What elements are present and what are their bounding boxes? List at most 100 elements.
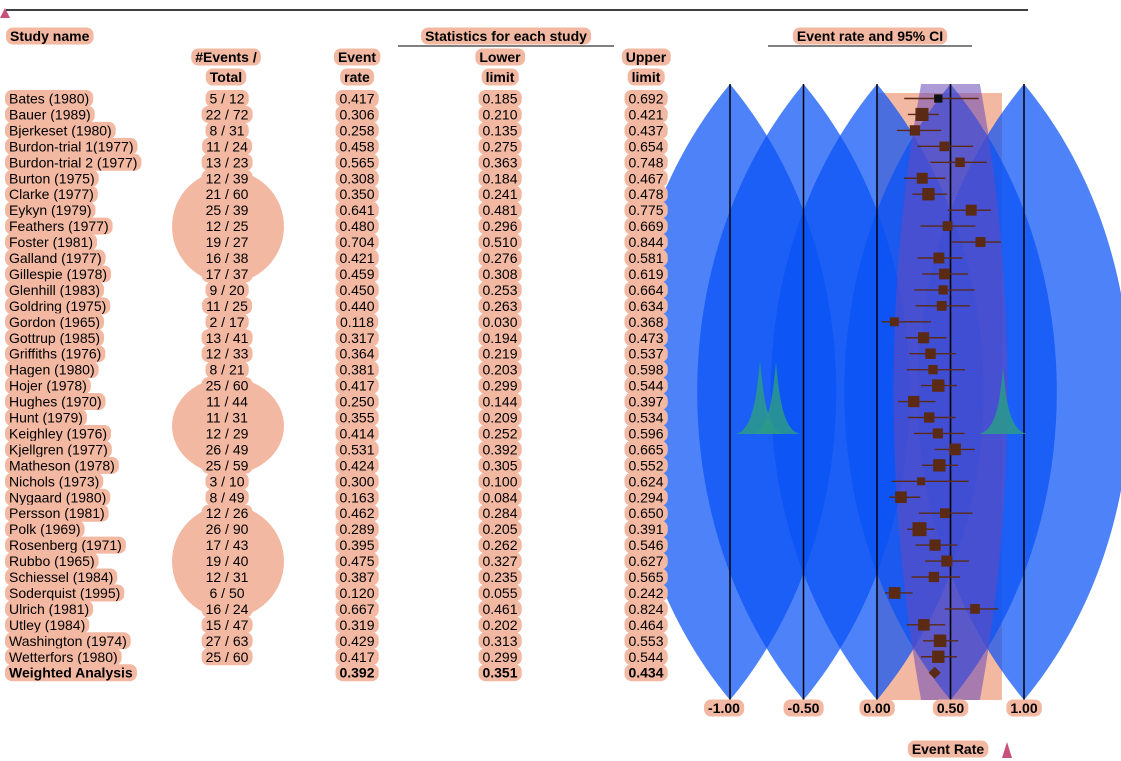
study-name-highlight xyxy=(5,313,105,331)
study-upper-limit: 0.534 xyxy=(628,410,663,426)
header-events-line1: #Events / xyxy=(195,49,257,65)
x-tick-label: 0.00 xyxy=(863,700,890,716)
study-events-highlight xyxy=(201,169,253,187)
study-upper-limit-highlight xyxy=(624,504,668,522)
header-statistics-group-highlight xyxy=(421,27,592,45)
study-event-rate: 0.414 xyxy=(339,425,374,441)
study-events: 13 / 23 xyxy=(206,154,249,170)
study-upper-limit: 0.664 xyxy=(628,282,663,298)
study-lower-limit: 0.205 xyxy=(482,521,517,537)
study-event-rate: 0.417 xyxy=(339,91,374,107)
study-events-highlight xyxy=(202,297,253,315)
study-events-highlight xyxy=(201,600,253,618)
study-name-highlight xyxy=(5,185,98,203)
study-lower-limit: 0.275 xyxy=(482,138,517,154)
study-lower-limit: 0.202 xyxy=(482,617,517,633)
study-events-highlight xyxy=(201,329,253,347)
summary-name: Weighted Analysis xyxy=(9,665,133,681)
effect-square xyxy=(916,172,928,184)
study-upper-limit-highlight xyxy=(624,345,668,363)
study-lower-limit-highlight xyxy=(478,377,522,395)
study-name: Utley (1984) xyxy=(9,617,85,633)
x-tick-label-highlight xyxy=(1006,699,1042,717)
study-upper-limit: 0.624 xyxy=(628,473,663,489)
study-events-highlight xyxy=(201,233,253,251)
study-events: 8 / 31 xyxy=(209,122,244,138)
study-event-rate-highlight xyxy=(335,488,379,506)
study-name: Bauer (1989) xyxy=(9,106,91,122)
study-event-rate-highlight xyxy=(335,568,379,586)
study-lower-limit-highlight xyxy=(478,424,522,442)
study-event-rate: 0.300 xyxy=(339,473,374,489)
study-upper-limit: 0.565 xyxy=(628,569,663,585)
study-lower-limit-highlight xyxy=(478,281,522,299)
study-events-highlight xyxy=(201,185,253,203)
study-event-rate: 0.381 xyxy=(339,362,374,378)
study-events: 17 / 37 xyxy=(206,266,249,282)
study-event-rate: 0.565 xyxy=(339,154,374,170)
study-lower-limit: 0.241 xyxy=(482,186,517,202)
header-events-line2-highlight xyxy=(205,68,247,86)
study-lower-limit-highlight xyxy=(478,409,522,426)
study-events: 16 / 38 xyxy=(206,250,249,266)
x-tick-label-highlight xyxy=(932,699,969,717)
study-lower-limit: 0.284 xyxy=(482,505,517,521)
study-events: 16 / 24 xyxy=(206,601,249,617)
header-rate-line2-highlight xyxy=(340,68,375,86)
effect-square xyxy=(955,157,965,168)
study-name: Hughes (1970) xyxy=(9,394,102,410)
study-lower-limit-highlight xyxy=(478,153,522,171)
study-upper-limit-highlight xyxy=(624,265,668,283)
study-event-rate-highlight xyxy=(335,361,379,379)
study-name: Burton (1975) xyxy=(9,170,95,186)
study-name: Soderquist (1995) xyxy=(9,585,120,601)
header-events-line2: Total xyxy=(210,69,242,85)
study-upper-limit: 0.650 xyxy=(628,505,663,521)
x-axis: -1.00 -0.50 0.00 0.50 1.00 Event Rate xyxy=(704,699,1042,758)
summary-lower-limit: 0.351 xyxy=(482,665,517,681)
study-upper-limit: 0.368 xyxy=(628,314,663,330)
study-lower-limit-highlight xyxy=(478,90,522,107)
study-event-rate: 0.355 xyxy=(339,410,374,426)
study-events: 15 / 47 xyxy=(206,617,249,633)
study-upper-limit: 0.627 xyxy=(628,553,663,569)
study-events: 25 / 60 xyxy=(206,649,249,665)
study-lower-limit-highlight xyxy=(478,185,522,203)
study-upper-limit-highlight xyxy=(624,648,668,666)
study-upper-limit: 0.467 xyxy=(628,170,663,186)
study-events: 17 / 43 xyxy=(206,537,249,553)
study-events-highlight xyxy=(205,121,249,139)
study-name-highlight xyxy=(5,345,106,363)
study-name: Gillespie (1978) xyxy=(9,266,107,282)
study-event-rate-highlight xyxy=(335,440,379,458)
study-event-rate-highlight xyxy=(335,137,379,155)
study-event-rate: 0.531 xyxy=(339,441,374,457)
effect-square xyxy=(975,237,986,248)
effect-square xyxy=(929,539,941,551)
effect-square xyxy=(925,348,936,359)
study-name-highlight xyxy=(5,233,98,251)
study-name-highlight xyxy=(5,552,99,570)
study-upper-limit: 0.537 xyxy=(628,346,663,362)
header-ci-group: Event rate and 95% CI xyxy=(797,28,943,44)
study-name: Galland (1977) xyxy=(9,250,102,266)
study-upper-limit: 0.544 xyxy=(628,649,663,665)
study-events: 22 / 72 xyxy=(206,106,249,122)
study-upper-limit: 0.421 xyxy=(628,106,663,122)
study-event-rate: 0.395 xyxy=(339,537,374,553)
study-upper-limit-highlight xyxy=(624,536,668,554)
study-events-highlight xyxy=(201,105,253,123)
study-lower-limit-highlight xyxy=(478,456,522,474)
study-lower-limit-highlight xyxy=(478,169,522,187)
study-name: Rosenberg (1971) xyxy=(9,537,122,553)
effect-square xyxy=(970,604,980,614)
study-event-rate: 0.667 xyxy=(339,601,374,617)
study-event-rate: 0.250 xyxy=(339,394,374,410)
study-event-rate-highlight xyxy=(335,424,379,442)
study-upper-limit-highlight xyxy=(624,185,668,203)
study-events: 13 / 41 xyxy=(206,330,249,346)
study-events: 19 / 40 xyxy=(206,553,249,569)
study-event-rate: 0.462 xyxy=(339,505,374,521)
study-events-highlight xyxy=(201,217,253,235)
study-name-highlight xyxy=(5,520,85,538)
